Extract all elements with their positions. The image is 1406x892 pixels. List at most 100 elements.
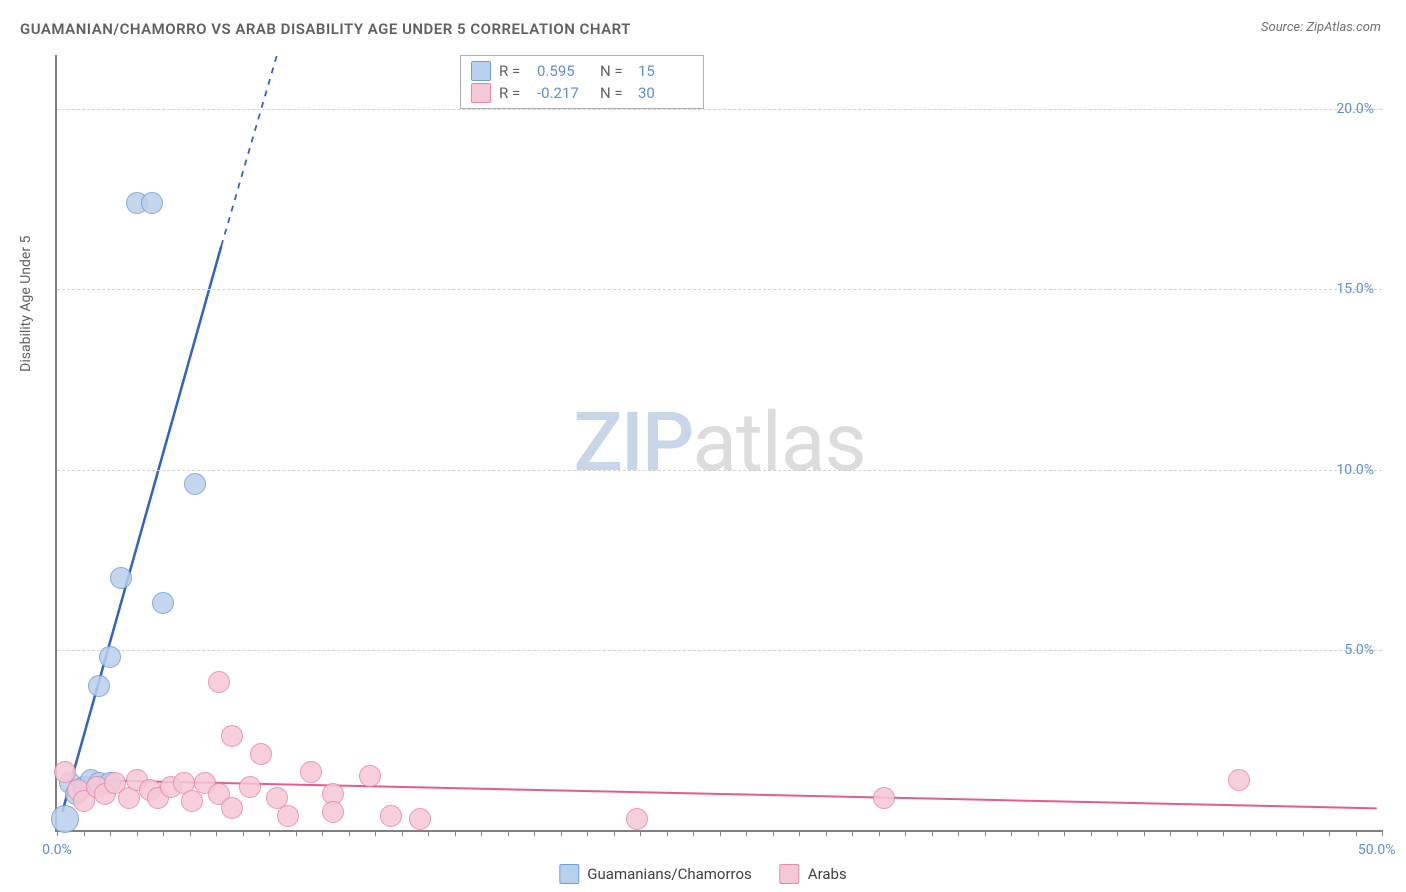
point-arab bbox=[626, 808, 648, 830]
legend-correlation-row: R = -0.217 N = 30 bbox=[471, 82, 693, 104]
x-tick-mark bbox=[1197, 830, 1198, 836]
grid-line bbox=[57, 470, 1382, 471]
x-tick-mark bbox=[1356, 830, 1357, 836]
x-tick-mark bbox=[84, 830, 85, 836]
legend-swatch bbox=[559, 864, 579, 884]
x-tick-mark bbox=[1250, 830, 1251, 836]
y-tick-label: 5.0% bbox=[1344, 642, 1374, 658]
y-tick-label: 15.0% bbox=[1336, 281, 1374, 297]
point-arab bbox=[181, 790, 203, 812]
x-tick-mark bbox=[905, 830, 906, 836]
x-tick-mark bbox=[322, 830, 323, 836]
y-axis-title: Disability Age Under 5 bbox=[18, 236, 34, 372]
point-arab bbox=[359, 765, 381, 787]
point-arab bbox=[250, 743, 272, 765]
point-guam bbox=[99, 646, 121, 668]
trend-line-guam bbox=[62, 246, 221, 812]
plot-area: ZIPatlas 5.0%10.0%15.0%20.0%0.0%50.0% bbox=[55, 55, 1382, 832]
x-tick-mark bbox=[296, 830, 297, 836]
legend-r-value: -0.217 bbox=[537, 84, 592, 102]
grid-line bbox=[57, 109, 1382, 110]
point-guam bbox=[184, 473, 206, 495]
x-tick-mark bbox=[561, 830, 562, 836]
y-tick-label: 20.0% bbox=[1336, 101, 1374, 117]
x-tick-mark bbox=[1091, 830, 1092, 836]
x-tick-mark bbox=[1064, 830, 1065, 836]
x-tick-mark bbox=[1223, 830, 1224, 836]
point-arab bbox=[221, 797, 243, 819]
x-tick-mark bbox=[375, 830, 376, 836]
legend-series-item: Guamanians/Chamorros bbox=[559, 864, 751, 884]
legend-n-value: 30 bbox=[638, 84, 693, 102]
x-tick-mark bbox=[852, 830, 853, 836]
x-tick-mark bbox=[481, 830, 482, 836]
x-tick-mark bbox=[534, 830, 535, 836]
watermark-zip: ZIP bbox=[573, 395, 692, 491]
watermark-atlas: atlas bbox=[692, 395, 865, 491]
x-tick-mark bbox=[402, 830, 403, 836]
legend-swatch bbox=[471, 61, 491, 81]
point-arab bbox=[208, 671, 230, 693]
x-tick-mark bbox=[349, 830, 350, 836]
x-tick-mark bbox=[428, 830, 429, 836]
y-tick-label: 10.0% bbox=[1336, 462, 1374, 478]
x-tick-mark bbox=[799, 830, 800, 836]
point-arab bbox=[322, 801, 344, 823]
trend-line-dashed-guam bbox=[221, 55, 277, 246]
x-tick-mark bbox=[667, 830, 668, 836]
x-tick-mark bbox=[216, 830, 217, 836]
point-guam bbox=[152, 592, 174, 614]
x-tick-mark bbox=[746, 830, 747, 836]
x-tick-mark bbox=[587, 830, 588, 836]
legend-series-label: Arabs bbox=[808, 865, 847, 883]
x-tick-mark bbox=[879, 830, 880, 836]
x-tick-mark bbox=[826, 830, 827, 836]
legend-n-label: N = bbox=[600, 84, 630, 102]
watermark: ZIPatlas bbox=[573, 395, 865, 491]
point-arab bbox=[380, 805, 402, 827]
point-guam bbox=[141, 192, 163, 214]
legend-n-value: 15 bbox=[638, 62, 693, 80]
point-arab bbox=[221, 725, 243, 747]
legend-correlation-row: R = 0.595 N = 15 bbox=[471, 60, 693, 82]
x-tick-mark bbox=[243, 830, 244, 836]
x-tick-mark bbox=[640, 830, 641, 836]
point-arab bbox=[409, 808, 431, 830]
legend-n-label: N = bbox=[600, 62, 630, 80]
x-tick-mark bbox=[1329, 830, 1330, 836]
x-tick-mark bbox=[455, 830, 456, 836]
point-arab bbox=[277, 805, 299, 827]
x-tick-mark bbox=[190, 830, 191, 836]
x-tick-mark bbox=[1170, 830, 1171, 836]
x-tick-mark bbox=[269, 830, 270, 836]
point-arab bbox=[873, 787, 895, 809]
legend-r-value: 0.595 bbox=[537, 62, 592, 80]
x-tick-mark bbox=[1303, 830, 1304, 836]
point-arab bbox=[1228, 769, 1250, 791]
source-label: Source: ZipAtlas.com bbox=[1261, 20, 1381, 35]
x-tick-mark bbox=[1011, 830, 1012, 836]
x-tick-mark bbox=[110, 830, 111, 836]
point-arab bbox=[239, 776, 261, 798]
x-tick-mark bbox=[958, 830, 959, 836]
x-tick-label: 0.0% bbox=[42, 842, 72, 858]
legend-swatch bbox=[780, 864, 800, 884]
x-tick-mark bbox=[1038, 830, 1039, 836]
point-guam bbox=[110, 567, 132, 589]
x-tick-mark bbox=[137, 830, 138, 836]
grid-line bbox=[57, 650, 1382, 651]
point-guam bbox=[88, 675, 110, 697]
chart-title: GUAMANIAN/CHAMORRO VS ARAB DISABILITY AG… bbox=[20, 20, 631, 38]
x-tick-mark bbox=[985, 830, 986, 836]
legend-series-label: Guamanians/Chamorros bbox=[587, 865, 751, 883]
legend-r-label: R = bbox=[499, 84, 529, 102]
trend-lines-layer bbox=[57, 55, 1382, 830]
x-tick-mark bbox=[1144, 830, 1145, 836]
point-arab bbox=[300, 761, 322, 783]
legend-r-label: R = bbox=[499, 62, 529, 80]
grid-line bbox=[57, 289, 1382, 290]
legend-series: Guamanians/Chamorros Arabs bbox=[559, 864, 846, 884]
x-tick-mark bbox=[1382, 830, 1383, 836]
point-guam bbox=[51, 805, 79, 833]
x-tick-mark bbox=[693, 830, 694, 836]
